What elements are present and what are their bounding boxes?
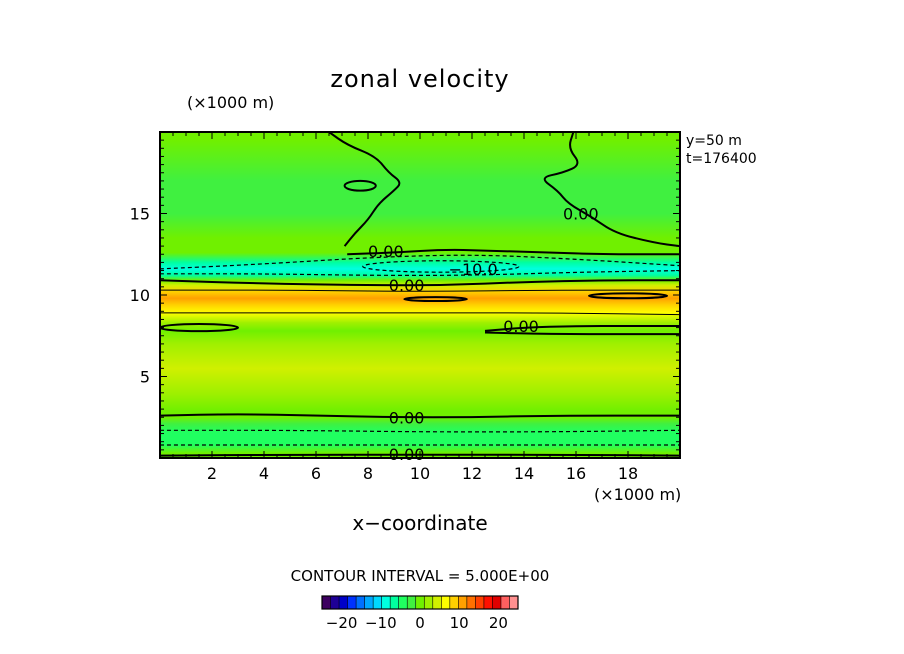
annotation-depth: y=50 m <box>686 133 742 149</box>
colorbar-swatch <box>475 596 485 609</box>
x-axis-title: x−coordinate <box>352 511 487 535</box>
contour-loop <box>362 260 520 273</box>
colorbar-swatch <box>500 596 510 609</box>
colorbar-tick-label: 10 <box>450 614 469 632</box>
colorbar-swatch <box>466 596 476 609</box>
axis-ticks: 2 4 6 8 10 12 14 16 18 5 10 15 <box>130 132 680 483</box>
x-tick-label: 8 <box>363 464 373 483</box>
contour-labels: 0.000.000.000.000.000.00−10.0 <box>368 205 599 464</box>
contour-line <box>160 453 680 457</box>
colorbar-swatch <box>424 596 434 609</box>
colorbar-swatch <box>330 596 340 609</box>
x-tick-label: 18 <box>618 464 638 483</box>
x-tick-label: 16 <box>566 464 586 483</box>
y-tick-label: 5 <box>140 368 150 387</box>
contour-line <box>160 429 680 433</box>
colorbar-swatch <box>415 596 425 609</box>
colorbar-swatch <box>347 596 357 609</box>
contour-label: 0.00 <box>389 276 425 295</box>
contour-line <box>543 132 680 248</box>
chart-title: zonal velocity <box>330 65 509 93</box>
contour-line <box>160 413 680 419</box>
colorbar-swatch <box>483 596 493 609</box>
colorbar-tick-label: −10 <box>365 614 397 632</box>
contour-lines <box>160 132 680 457</box>
contour-label: 0.00 <box>563 205 599 224</box>
y-tick-label: 10 <box>130 286 150 305</box>
colorbar-swatch <box>458 596 468 609</box>
colorbar-swatch <box>339 596 348 609</box>
colorbar-swatch <box>432 596 442 609</box>
contour-line <box>160 270 680 277</box>
contour-line <box>160 254 680 270</box>
x-tick-label: 6 <box>311 464 321 483</box>
colorbar-frame <box>321 595 519 610</box>
colorbar-swatch <box>449 596 459 609</box>
contour-label: 0.00 <box>503 317 539 336</box>
contour-line <box>484 331 680 336</box>
colorbar-swatch <box>441 596 451 609</box>
contour-line <box>160 289 680 292</box>
x-tick-label: 12 <box>462 464 482 483</box>
colorbar: −20 −10 0 10 20 <box>321 595 519 632</box>
colorbar-swatch <box>509 596 519 609</box>
annotation-time: t=176400 <box>686 151 757 167</box>
contour-interval-label: CONTOUR INTERVAL = 5.000E+00 <box>291 567 550 585</box>
contour-line <box>160 279 680 287</box>
x-tick-label: 4 <box>259 464 269 483</box>
x-tick-label: 10 <box>410 464 430 483</box>
contour-label: 0.00 <box>368 242 404 261</box>
contour-line <box>160 312 680 316</box>
contour-line <box>328 132 401 247</box>
contour-label: 0.00 <box>389 408 425 427</box>
y-tick-label: 15 <box>130 205 150 224</box>
x-tick-label: 14 <box>514 464 534 483</box>
x-unit-label: (×1000 m) <box>594 485 681 504</box>
colorbar-swatch <box>381 596 391 609</box>
contour-loop <box>160 323 239 333</box>
colorbar-swatch <box>364 596 374 609</box>
colorbar-swatch <box>390 596 399 609</box>
colorbar-swatch <box>492 596 502 609</box>
colorbar-swatch <box>356 596 365 609</box>
contour-line <box>347 248 680 256</box>
colorbar-swatch <box>407 596 417 609</box>
y-unit-label: (×1000 m) <box>187 93 274 112</box>
colorbar-tick-label: −20 <box>326 614 358 632</box>
colorbar-swatch <box>398 596 408 609</box>
colorbar-tick-label: 20 <box>489 614 508 632</box>
colorbar-swatch <box>373 596 382 609</box>
contour-line <box>484 325 680 332</box>
contour-loop <box>343 179 377 192</box>
contour-loop <box>403 296 468 303</box>
contour-label: −10.0 <box>449 260 498 279</box>
colorbar-swatch <box>322 596 331 609</box>
contour-loop <box>588 292 668 300</box>
colorbar-tick-label: 0 <box>415 614 425 632</box>
x-tick-label: 2 <box>207 464 217 483</box>
